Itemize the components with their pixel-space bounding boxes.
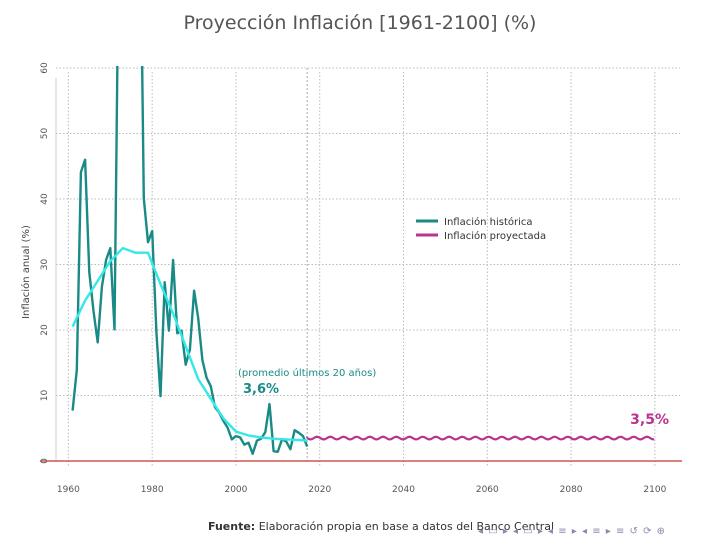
source-note: Fuente: Elaboración propia en base a dat… <box>208 520 554 533</box>
series-projected-line <box>306 435 655 441</box>
y-tick-label: 10 <box>40 390 50 402</box>
x-tick-label: 2020 <box>308 485 331 495</box>
legend-label-historic: Inflación histórica <box>444 216 533 228</box>
x-tick-label: 2000 <box>224 485 247 495</box>
source-text: Elaboración propia en base a datos del B… <box>258 520 555 533</box>
legend: Inflación histórica Inflación proyectada <box>416 216 546 242</box>
series-historic-line <box>71 66 309 455</box>
y-axis-label: Inflación anual (%) <box>20 225 32 319</box>
y-tick-label: 30 <box>40 259 50 271</box>
x-tick-label: 2040 <box>392 485 415 495</box>
x-tick-label: 2080 <box>560 485 583 495</box>
avg-annotation-label: (promedio últimos 20 años) <box>238 367 376 379</box>
source-label: Fuente: <box>208 520 256 533</box>
proj-annotation-value: 3,5% <box>630 412 669 428</box>
avg-annotation-value: 3,6% <box>243 382 279 397</box>
legend-label-projected: Inflación proyectada <box>444 230 546 242</box>
x-tick-label: 2060 <box>476 485 499 495</box>
series-layer <box>71 66 655 455</box>
y-tick-label: 50 <box>40 128 50 140</box>
slide-nav-icons[interactable]: ◂ ▭ ▸ ◂ ▭ ▸ ◂ ≡ ▸ ◂ ≡ ▸ ≡ ↺ ⟳ ⊕ <box>478 526 667 537</box>
y-tick-label: 20 <box>40 324 50 336</box>
x-tick-label: 2100 <box>643 485 666 495</box>
page-title: Proyección Inflación [1961-2100] (%) <box>183 12 537 34</box>
x-tick-label: 1960 <box>57 485 80 495</box>
y-tick-label: 60 <box>40 62 50 74</box>
x-tick-label: 1980 <box>141 485 164 495</box>
y-tick-label: 40 <box>40 193 50 205</box>
grid-layer <box>56 67 680 467</box>
series-trend-line <box>71 246 308 442</box>
